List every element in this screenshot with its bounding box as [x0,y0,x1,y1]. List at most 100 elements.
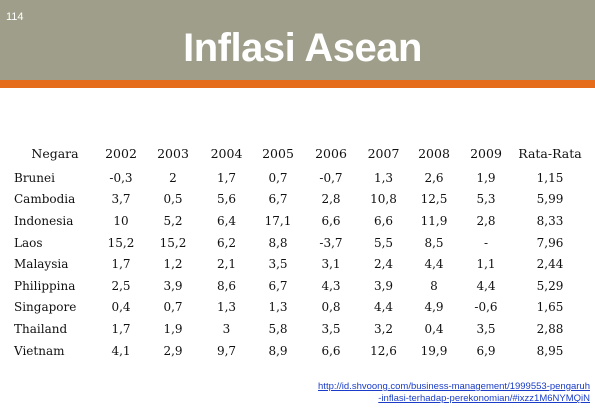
value-cell: -0,3 [109,170,133,185]
value-cell: 2 [169,170,177,185]
value-cell: 6,6 [321,213,341,228]
value-cell: 4,3 [321,278,341,293]
value-cell: 4,9 [424,300,444,315]
country-cell: Indonesia [14,213,74,228]
table-body: Brunei -0,3 2 1,7 0,7 -0,7 1,3 2,6 1,9 1,15 Cambod… [14,167,588,361]
value-cell: 15,2 [107,235,135,250]
value-cell: 1,9 [163,321,183,336]
value-cell: 3,2 [373,321,394,336]
source-link-line1[interactable]: http://id.shvoong.com/business-managemen… [318,381,590,392]
value-cell: 11,9 [420,213,448,228]
value-cell: 5,6 [216,192,237,207]
value-cell: 9,7 [216,343,237,358]
country-cell: Brunei [14,170,55,185]
value-cell: 2,8 [321,192,341,207]
column-header: 2005 [262,145,294,161]
table-row: Laos 15,2 15,2 6,2 8,8 -3,7 5,5 8,5 - 7,96 [14,232,588,254]
value-cell: 8,33 [536,213,564,228]
value-cell: 0,8 [321,300,341,315]
column-header: 2007 [367,145,400,161]
value-cell: 3,9 [163,278,183,293]
column-header: Negara [31,145,79,161]
value-cell: 2,8 [476,213,496,228]
value-cell: 0,7 [268,170,288,185]
slide-title: Inflasi Asean [183,26,422,70]
value-cell: 8,95 [536,343,564,358]
value-cell: 3,5 [476,321,496,336]
value-cell: 10 [113,213,129,228]
column-header: 2008 [418,145,450,161]
value-cell: 8,5 [424,235,444,250]
source-link[interactable]: http://id.shvoong.com/business-managemen… [260,381,590,405]
value-cell: 5,99 [536,192,564,207]
value-cell: 5,2 [163,213,183,228]
value-cell: 1,7 [111,321,131,336]
value-cell: 1,3 [268,300,288,315]
value-cell: 8,8 [268,235,288,250]
column-header: 2004 [210,145,243,161]
column-header: 2009 [470,145,502,161]
column-header: Rata-Rata [518,145,582,161]
value-cell: -0,7 [319,170,343,185]
value-cell: 6,7 [268,192,288,207]
value-cell: 3,9 [373,278,394,293]
value-cell: 8 [430,278,438,293]
country-cell: Singapore [14,300,77,315]
value-cell: 12,6 [370,343,397,358]
value-cell: 6,6 [373,213,394,228]
value-cell: 2,4 [373,257,394,272]
country-cell: Laos [14,235,43,250]
value-cell: -0,6 [474,300,498,315]
value-cell: 1,9 [476,170,496,185]
country-cell: Vietnam [14,343,65,358]
value-cell: 3,7 [111,192,131,207]
value-cell: 5,8 [268,321,288,336]
value-cell: 1,1 [476,257,496,272]
value-cell: 1,2 [163,257,183,272]
column-header: 2003 [157,145,189,161]
table-header-row: Negara 2002 2003 2004 2005 2006 2007 200… [14,139,588,167]
value-cell: 7,96 [536,235,564,250]
value-cell: 5,29 [536,278,564,293]
value-cell: 2,44 [536,257,564,272]
value-cell: 12,5 [420,192,448,207]
table-row: Vietnam 4,1 2,9 9,7 8,9 6,6 12,6 19,9 6,9 8,95 [14,340,588,362]
slide-header: 114 Inflasi Asean [0,0,595,88]
table-row: Indonesia 10 5,2 6,4 17,1 6,6 6,6 11,9 2,8 8,33 [14,210,588,232]
value-cell: 2,1 [216,257,237,272]
inflation-table: Negara 2002 2003 2004 2005 2006 2007 200… [14,139,588,361]
source-link-line2[interactable]: -inflasi-terhadap-perekonomian/#ixzz1M6N… [378,393,590,404]
value-cell: 4,4 [476,278,496,293]
value-cell: 8,9 [268,343,288,358]
table-row: Cambodia 3,7 0,5 5,6 6,7 2,8 10,8 12,5 5,3 5,99 [14,189,588,211]
table-row: Thailand 1,7 1,9 3 5,8 3,5 3,2 0,4 3,5 2,88 [14,318,588,340]
value-cell: 8,6 [216,278,237,293]
page-number: 114 [6,11,24,23]
value-cell: 10,8 [370,192,397,207]
country-cell: Philippina [14,278,76,293]
table-row: Philippina 2,5 3,9 8,6 6,7 4,3 3,9 8 4,4 5,29 [14,275,588,297]
value-cell: 2,5 [111,278,131,293]
value-cell: 4,1 [111,343,131,358]
value-cell: 3 [222,321,231,336]
value-cell: 6,6 [321,343,341,358]
value-cell: 2,9 [163,343,183,358]
value-cell: -3,7 [319,235,343,250]
value-cell: 17,1 [264,213,292,228]
value-cell: 19,9 [420,343,448,358]
country-cell: Cambodia [14,192,76,207]
value-cell: 4,4 [373,300,394,315]
value-cell: 3,5 [268,257,288,272]
country-cell: Malaysia [14,257,69,272]
table-row: Singapore 0,4 0,7 1,3 1,3 0,8 4,4 4,9 -0,6 1,65 [14,297,588,319]
value-cell: 0,5 [163,192,183,207]
column-header: 2002 [105,145,137,161]
value-cell: 1,15 [536,170,564,185]
value-cell: 1,3 [373,170,394,185]
value-cell: 0,4 [424,321,444,336]
value-cell: 1,3 [216,300,237,315]
table-row: Brunei -0,3 2 1,7 0,7 -0,7 1,3 2,6 1,9 1,15 [14,167,588,189]
value-cell: 6,7 [268,278,288,293]
value-cell: 5,3 [476,192,496,207]
value-cell: 2,88 [536,321,564,336]
